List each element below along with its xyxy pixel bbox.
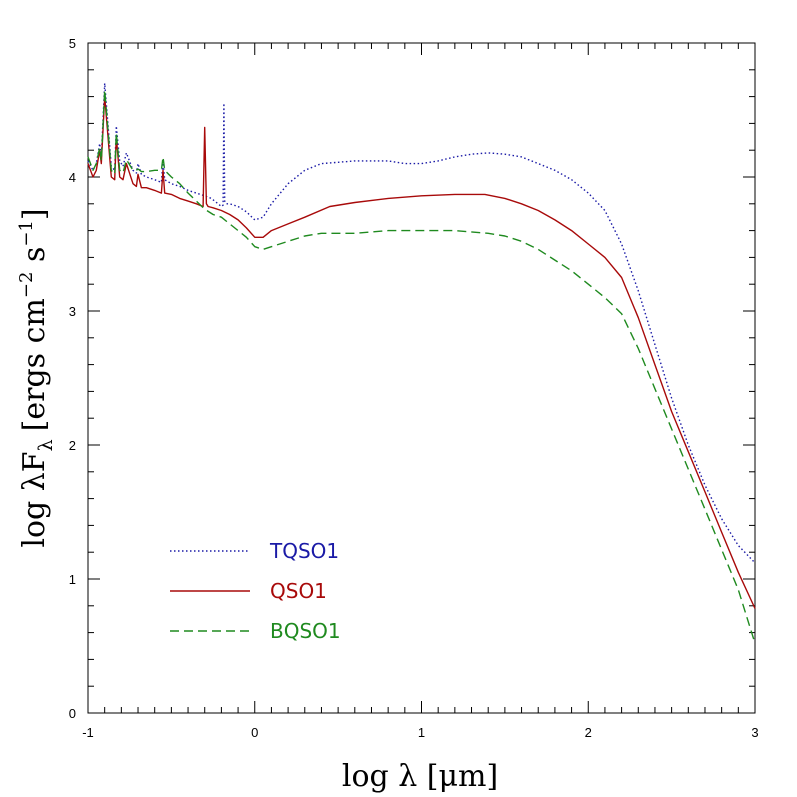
- legend-label-bqso1: BQSO1: [270, 619, 341, 643]
- legend: TQSO1 QSO1 BQSO1: [170, 539, 341, 643]
- x-tick-label: -1: [82, 725, 94, 740]
- series-line-qso1: [87, 95, 756, 609]
- y-axis-title-subscript: λ: [35, 439, 57, 451]
- series-line-tqso1: [87, 82, 756, 564]
- plot-border: [87, 42, 756, 714]
- x-tick-label: 1: [418, 725, 425, 740]
- y-axis-title: log λFλ [ergs cm−2 s−1]: [16, 208, 57, 547]
- x-tick-label: 0: [251, 725, 258, 740]
- x-axis-title: log λ [μm]: [342, 759, 498, 794]
- y-axis-title-units: [ergs cm: [17, 298, 52, 431]
- y-tick-label: 5: [69, 36, 76, 51]
- y-tick-label: 4: [69, 170, 76, 185]
- y-axis-title-units-end: ]: [17, 208, 52, 220]
- axis-ticks: [87, 42, 756, 714]
- y-tick-label: 3: [69, 304, 76, 319]
- y-tick-label: 2: [69, 438, 76, 453]
- axis-tick-labels: -1 0 1 2 3 0 1 2 3 4 5: [69, 36, 759, 740]
- series-line-bqso1: [87, 89, 756, 644]
- legend-label-tqso1: TQSO1: [269, 539, 339, 563]
- y-tick-label: 1: [69, 572, 76, 587]
- legend-label-qso1: QSO1: [270, 579, 327, 603]
- y-axis-title-exp2: −1: [16, 220, 37, 247]
- y-tick-label: 0: [69, 706, 76, 721]
- x-tick-label: 3: [751, 725, 758, 740]
- y-axis-title-units-mid: s: [17, 247, 52, 272]
- plot-frame: [87, 42, 756, 714]
- svg-text:log λFλ[ergs cm−2 s−1]: log λFλ [ergs cm−2 s−1]: [16, 208, 57, 547]
- series-layer: [87, 82, 756, 644]
- y-axis-title-exp1: −2: [16, 272, 37, 299]
- y-axis-title-main: log λF: [17, 451, 52, 547]
- x-tick-label: 2: [585, 725, 592, 740]
